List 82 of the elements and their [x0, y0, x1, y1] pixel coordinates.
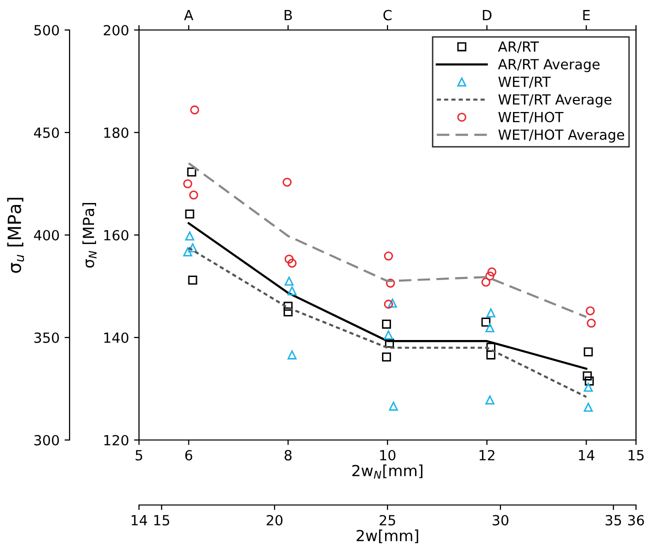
text: A	[184, 10, 194, 20]
legend-label: WET/HOT	[498, 112, 564, 124]
point	[485, 396, 494, 405]
y2-tick-label: 400	[34, 230, 59, 240]
legend-label: WET/RT Average	[498, 94, 612, 108]
x2-tick-label: 15	[154, 515, 170, 526]
x2-tick-label: 36	[628, 514, 644, 526]
point	[183, 179, 192, 188]
text: C	[383, 10, 392, 20]
point	[384, 330, 394, 340]
point	[486, 308, 496, 318]
y-tick-label: 180	[104, 127, 128, 138]
point	[284, 302, 293, 311]
x2-tick-label: 25	[380, 514, 396, 526]
point	[187, 167, 196, 176]
legend-label: WET/RT	[498, 76, 551, 88]
x-tick-label: 6	[185, 450, 192, 460]
point	[481, 318, 490, 327]
point	[183, 247, 192, 256]
x-tick-label: 12	[480, 450, 494, 460]
x2-tick-label: 35	[606, 514, 622, 526]
point	[481, 278, 490, 287]
x2-tick-label: 20	[266, 514, 282, 526]
point	[282, 178, 292, 187]
point	[382, 320, 392, 329]
x-tick-label: 8	[284, 450, 292, 460]
y-tick-label: 120	[104, 434, 128, 446]
point	[288, 286, 297, 296]
point	[384, 300, 394, 309]
text: E	[583, 10, 590, 20]
legend-label: AR/RT Average	[498, 59, 600, 72]
point	[284, 307, 293, 316]
point	[586, 318, 596, 328]
point	[384, 338, 394, 348]
x-tick-label: 15	[628, 450, 644, 460]
line-series	[188, 162, 588, 318]
point	[388, 402, 398, 411]
point	[188, 276, 198, 285]
point	[185, 232, 194, 241]
point	[188, 243, 198, 252]
point	[382, 352, 392, 362]
x2-tick-label: 14	[132, 515, 148, 526]
point	[190, 105, 200, 114]
point	[386, 278, 395, 288]
point	[586, 306, 595, 316]
y2-axis-title: σ$_{u}$ [MPa]	[7, 198, 24, 273]
x-tick-label: 14	[578, 450, 594, 460]
x2-tick-label: 30	[492, 514, 508, 526]
x-tick-label: 10	[380, 450, 396, 460]
point	[584, 402, 593, 412]
x-axis-title: 2w$_{N}$[mm]	[352, 464, 422, 479]
point	[189, 190, 198, 200]
point	[185, 209, 194, 218]
point	[288, 258, 297, 268]
point	[584, 382, 593, 392]
point	[388, 298, 397, 308]
legend-label: WET/HOT Average	[498, 129, 624, 143]
point	[584, 376, 594, 386]
y2-tick-label: 300	[34, 434, 59, 446]
y2-tick-label: 350	[34, 332, 59, 343]
point	[487, 267, 496, 276]
text: B	[284, 10, 292, 20]
point	[284, 254, 294, 264]
y-axis-title: σ$_{N}$ [MPa]	[82, 202, 97, 268]
y-tick-label: 140	[104, 332, 128, 343]
point	[486, 350, 496, 360]
point	[582, 371, 592, 380]
point	[485, 271, 494, 281]
point	[288, 350, 297, 360]
point	[486, 342, 496, 352]
y2-tick-label: 500	[34, 24, 59, 36]
x2-axis-title: 2w[mm]	[356, 530, 418, 544]
point	[284, 276, 294, 286]
y-tick-label: 160	[104, 230, 128, 240]
legend-label: AR/RT	[498, 42, 539, 53]
point	[584, 347, 593, 356]
y2-tick-label: 450	[34, 127, 59, 138]
text: D	[482, 10, 492, 20]
x-tick-label: 5	[136, 450, 142, 460]
point	[384, 252, 394, 261]
point	[485, 323, 494, 332]
y-tick-label: 200	[104, 24, 128, 36]
